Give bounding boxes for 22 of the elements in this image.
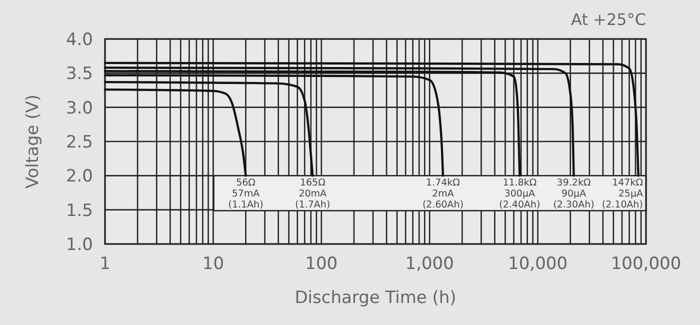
annotation: 39.2kΩ 90µA (2.30Ah) [553, 178, 594, 211]
annotation: 1.74kΩ 2mA (2.60Ah) [422, 178, 464, 211]
y-tick-label: 1.5 [66, 200, 93, 221]
x-tick-label: 10 [202, 254, 224, 274]
y-tick-label: 2.5 [66, 132, 93, 152]
y-tick-label: 3.0 [66, 98, 93, 118]
annotation: 11.8kΩ 300µA (2.40Ah) [499, 178, 540, 211]
text: At +25°C [571, 10, 646, 29]
annotation: 147kΩ 25µA (2.10Ah) [602, 178, 644, 211]
y-tick-label: 3.5 [66, 64, 93, 84]
y-axis-title: Voltage (V) [23, 94, 43, 189]
annotation: 165Ω 20mA (1.7Ah) [295, 178, 330, 211]
x-tick-label: 1,000 [405, 254, 454, 274]
x-axis-title: Discharge Time (h) [294, 288, 456, 308]
y-tick-label: 1.0 [66, 235, 93, 255]
x-tick-label: 1 [100, 254, 110, 274]
x-tick-label: 10,000 [508, 254, 568, 274]
x-tick-label: 100 [305, 254, 338, 274]
x-tick-label: 100,000 [610, 254, 682, 274]
annotation: 56Ω 57mA (1.1Ah) [228, 178, 264, 211]
y-tick-label: 2.0 [66, 166, 93, 187]
y-tick-label: 4.0 [66, 30, 93, 50]
